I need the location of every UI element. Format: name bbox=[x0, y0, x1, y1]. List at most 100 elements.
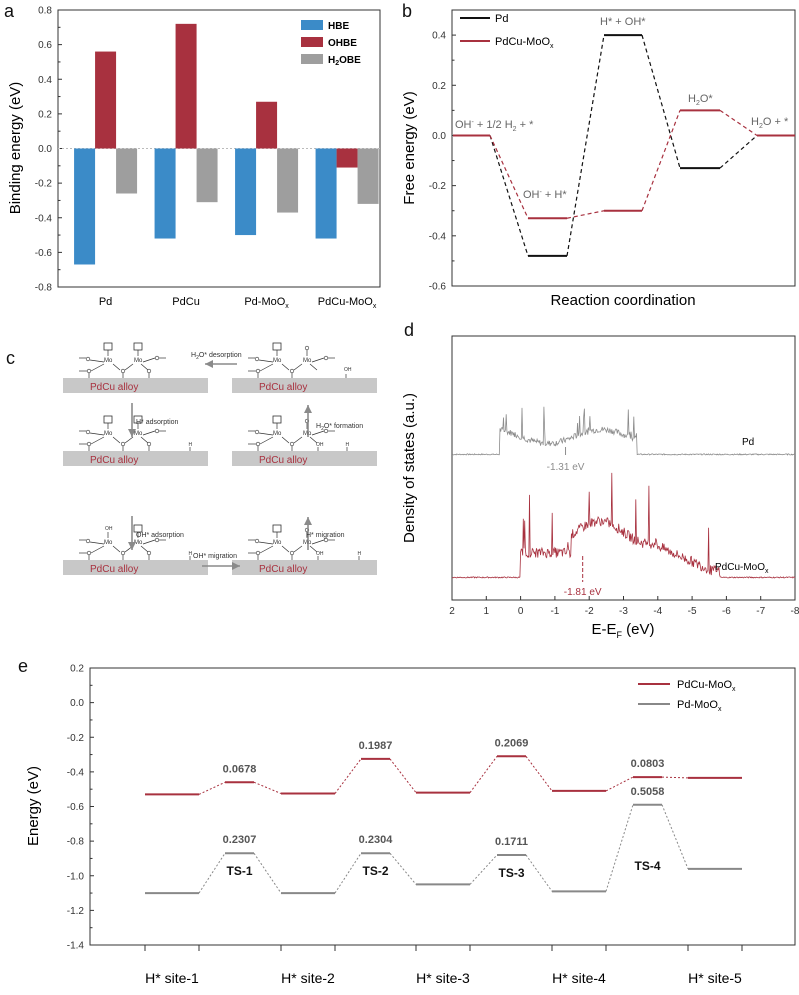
y-tick-label: -0.6 bbox=[35, 248, 53, 259]
state-label: H2O + * bbox=[751, 116, 789, 130]
y-axis-label: Binding energy (eV) bbox=[7, 82, 24, 215]
legend-swatch bbox=[301, 37, 323, 47]
legend-label: PdCu-MoOx bbox=[495, 36, 554, 50]
text-part: O* bbox=[700, 93, 714, 105]
text-part: O* desorption bbox=[199, 352, 242, 359]
connector bbox=[198, 852, 226, 894]
bond bbox=[124, 436, 134, 444]
bar-ohbe-1 bbox=[95, 51, 117, 149]
mo-atom: Mo bbox=[273, 358, 282, 364]
x-tick-label: 1 bbox=[484, 606, 490, 617]
y-tick-label: 0.0 bbox=[70, 698, 84, 709]
pdcu-alloy-slab bbox=[232, 378, 377, 393]
barrier-label-pdmoox-4: 0.5058 bbox=[631, 786, 665, 798]
subscript: x bbox=[285, 303, 289, 310]
o-atom bbox=[120, 441, 126, 447]
o-atom bbox=[289, 550, 295, 556]
y-tick-label: -0.6 bbox=[429, 282, 447, 293]
y-axis-label: Free energy (eV) bbox=[401, 91, 418, 204]
x-tick-label: -5 bbox=[688, 606, 697, 617]
y-tick-label: -0.4 bbox=[67, 767, 85, 778]
bond bbox=[89, 432, 105, 436]
bar-h2obe-4 bbox=[357, 148, 379, 204]
y-tick-label: 0.2 bbox=[70, 664, 84, 675]
bond bbox=[259, 363, 274, 372]
subscript: 2 bbox=[321, 426, 324, 432]
x-axis-label: E-EF (eV) bbox=[591, 621, 654, 640]
bond bbox=[90, 436, 105, 445]
y-tick-label: -0.4 bbox=[35, 213, 53, 224]
panel-d-dos-chart: 2 1 0 -1 -2 -3 -4 -5 -6 -7 -8 E-EF (eV) Density of s… bbox=[401, 335, 799, 640]
barrier-label-pdcumoox-3: 0.2069 bbox=[495, 737, 529, 749]
y-tick-label: 0.2 bbox=[38, 109, 52, 120]
connector bbox=[389, 758, 417, 793]
step-label-h2o-formation: H2O* formation bbox=[316, 423, 363, 432]
plot-frame bbox=[451, 9, 796, 287]
connector bbox=[661, 804, 689, 870]
arrow-h2o-formation-head bbox=[304, 405, 312, 413]
mo-atom: Mo bbox=[104, 540, 113, 546]
oh-label: OH bbox=[316, 551, 324, 557]
y-tick-label: 0.6 bbox=[38, 40, 52, 51]
bar-hbe-1 bbox=[74, 148, 96, 265]
connector bbox=[641, 34, 681, 169]
o-atom bbox=[86, 550, 92, 556]
o-atom bbox=[154, 537, 160, 543]
connector bbox=[253, 852, 282, 894]
barrier-label-pdmoox-3: 0.1711 bbox=[495, 836, 528, 848]
o-atom bbox=[85, 356, 91, 362]
bond bbox=[90, 363, 105, 372]
o-atom bbox=[146, 550, 152, 556]
x-category-label: H* site-1 bbox=[145, 970, 199, 986]
mo-atom: Mo bbox=[134, 540, 143, 546]
arrow-oh-adsorption-head bbox=[128, 542, 136, 550]
text-part: H* adsorption bbox=[136, 419, 179, 426]
mo-atom: Mo bbox=[104, 358, 113, 364]
connector bbox=[489, 135, 529, 257]
oh2-label: OH bbox=[344, 367, 352, 373]
oh-label: OH bbox=[316, 442, 324, 448]
y-tick-label: -1.2 bbox=[67, 906, 85, 917]
pdcu-alloy-slab bbox=[232, 560, 377, 575]
plot-frame bbox=[451, 335, 796, 601]
superscript: - bbox=[472, 119, 475, 126]
connector bbox=[566, 34, 605, 256]
bond bbox=[293, 363, 303, 371]
o-atom bbox=[304, 345, 310, 351]
x-category-label: H* site-2 bbox=[281, 970, 335, 986]
subscript: 2 bbox=[196, 355, 199, 361]
connector bbox=[719, 135, 758, 169]
subscript: F bbox=[617, 630, 623, 640]
subscript: x bbox=[373, 303, 377, 310]
bar-ohbe-4 bbox=[336, 148, 358, 168]
subscript: 2 bbox=[759, 123, 763, 130]
connector bbox=[525, 854, 553, 892]
bar-h2obe-3 bbox=[277, 148, 299, 213]
o-atom bbox=[154, 428, 160, 434]
curve-label-pd: Pd bbox=[742, 437, 754, 448]
bar-ohbe-2 bbox=[175, 23, 197, 149]
connector bbox=[719, 109, 758, 136]
vacancy-box bbox=[103, 415, 113, 424]
text-part: Pd-MoO bbox=[244, 296, 285, 308]
text-part: OH* adsorption bbox=[136, 532, 184, 539]
mo-atom: Mo bbox=[134, 431, 143, 437]
bond bbox=[258, 541, 274, 545]
x-tick-label: 0 bbox=[518, 606, 524, 617]
x-tick-label: -6 bbox=[722, 606, 731, 617]
vacancy-box bbox=[272, 342, 282, 351]
bond bbox=[311, 539, 325, 545]
o-atom bbox=[255, 368, 261, 374]
o-atom bbox=[85, 429, 91, 435]
bar-h2obe-1 bbox=[116, 148, 138, 194]
o-atom bbox=[255, 550, 261, 556]
connector bbox=[641, 110, 681, 211]
connector bbox=[489, 135, 529, 219]
ts-label-4: TS-4 bbox=[634, 859, 660, 873]
ts-label-2: TS-2 bbox=[362, 864, 388, 878]
y-tick-label: -0.6 bbox=[67, 802, 85, 813]
legend-label: HBE bbox=[328, 21, 349, 32]
text-part: Pd bbox=[99, 296, 112, 308]
vacancy-box bbox=[272, 415, 282, 424]
legend-swatch bbox=[301, 54, 323, 64]
